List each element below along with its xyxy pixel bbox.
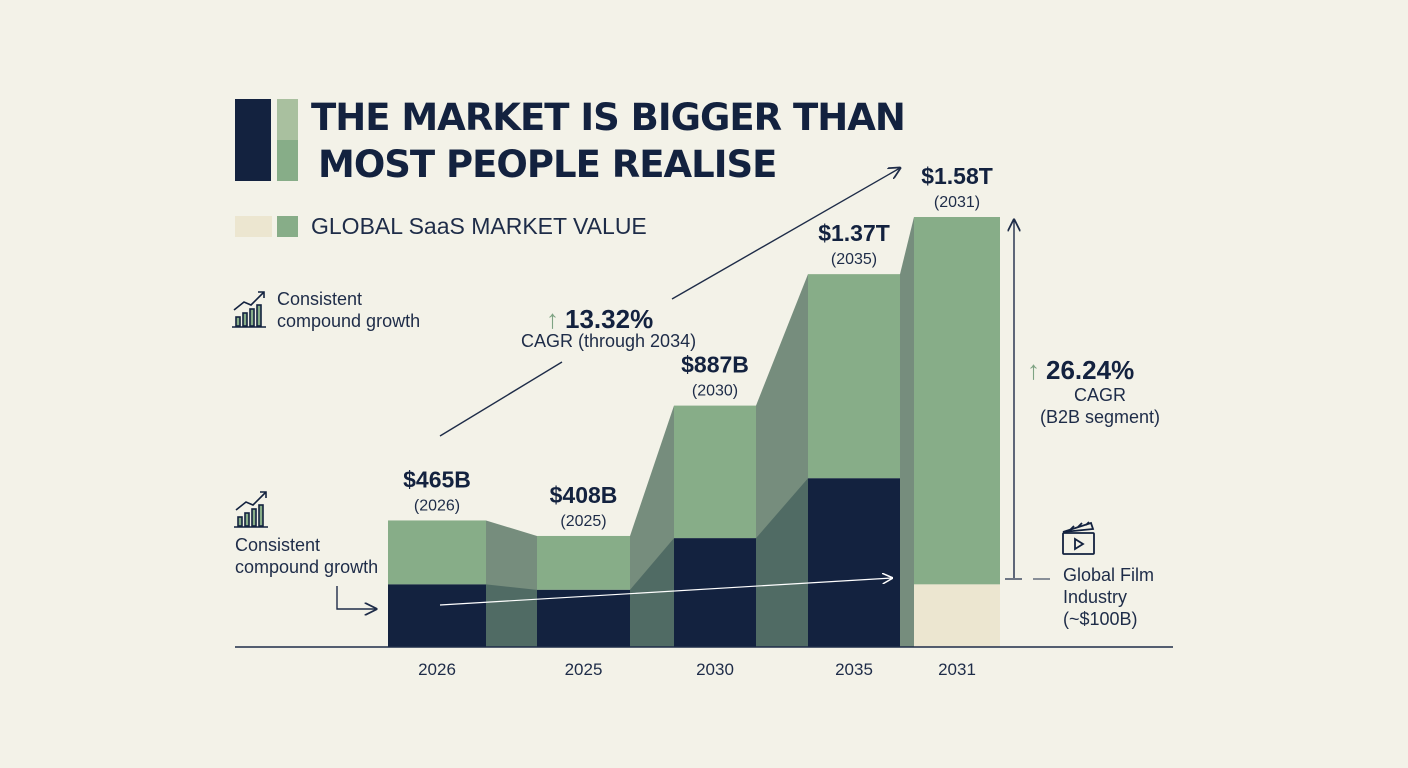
- film-line3: (~$100B): [1063, 609, 1138, 629]
- cagr-b2b-label: CAGR: [1074, 385, 1127, 405]
- growth-chart-icon: [232, 291, 266, 328]
- bar-value-label: $1.58T: [921, 163, 993, 189]
- bar-lower-2031: [914, 584, 1000, 647]
- note-top-line1: Consistent: [277, 289, 363, 309]
- cagr-b2b-value: ↑ 26.24%: [1027, 357, 1134, 383]
- title-line-1: THE MARKET IS BIGGER THAN: [311, 96, 906, 139]
- connector-upper: [900, 217, 914, 647]
- film-line1: Global Film: [1063, 565, 1155, 585]
- legend-label: GLOBAL SaaS MARKET VALUE: [311, 213, 647, 239]
- title-bar-light-bottom: [277, 140, 298, 181]
- note-top-line2: compound growth: [277, 311, 421, 331]
- legend-swatch-cream: [235, 216, 272, 237]
- bar-upper-2031: [914, 217, 1000, 585]
- cagr-main-number: 13.32%: [565, 304, 654, 334]
- bar-upper-2025: [537, 535, 630, 590]
- bar-year-label: (2025): [560, 513, 606, 530]
- bar-lower-2035: [808, 478, 900, 647]
- connector-lower: [756, 478, 808, 647]
- bar-value-label: $408B: [550, 482, 618, 508]
- cagr-b2b-segment: (B2B segment): [1040, 407, 1161, 427]
- note-bottom-line2: compound growth: [235, 557, 379, 577]
- bar-year-label: (2035): [831, 251, 877, 268]
- trend-arrow-lower: [439, 361, 563, 437]
- note-bottom-line1: Consistent: [235, 535, 321, 555]
- title-bar-light-top: [277, 99, 298, 140]
- bar-value-label: $887B: [681, 352, 749, 378]
- arrow-up-icon: ↑: [1027, 355, 1040, 385]
- x-tick-label: 2035: [835, 660, 873, 679]
- note-bottom: Consistent compound growth: [235, 534, 378, 578]
- trend-arrow-upper: [671, 168, 900, 300]
- baseline-trend-arrow: [439, 578, 892, 606]
- bar-upper-2030: [674, 405, 756, 539]
- x-tick-label: 2025: [565, 660, 603, 679]
- x-tick-label: 2030: [696, 660, 734, 679]
- arrow-up-icon: ↑: [546, 304, 559, 334]
- legend-swatch-green: [277, 216, 298, 237]
- bar-year-label: (2031): [934, 194, 980, 211]
- bar-value-label: $465B: [403, 466, 471, 492]
- bar-lower-2030: [674, 538, 756, 647]
- x-tick-label: 2026: [418, 660, 456, 679]
- bar-year-label: (2030): [692, 383, 738, 400]
- title-line-2: MOST PEOPLE REALISE: [318, 143, 777, 186]
- film-industry-note: Global Film Industry (~$100B): [1063, 564, 1154, 630]
- bar-lower-2026: [388, 584, 486, 647]
- title-bar-dark: [235, 99, 271, 181]
- cagr-main-label: CAGR (through 2034): [521, 331, 697, 351]
- x-tick-label: 2031: [938, 660, 976, 679]
- bar-value-label: $1.37T: [818, 220, 890, 246]
- elbow-arrow: [336, 586, 376, 609]
- bar-year-label: (2026): [414, 497, 460, 514]
- connector-lower: [486, 584, 537, 647]
- cagr-b2b-number: 26.24%: [1046, 355, 1135, 385]
- growth-chart-icon: [234, 491, 268, 528]
- bar-lower-2025: [537, 589, 630, 647]
- bar-upper-2026: [388, 520, 486, 585]
- film-clapper-icon: [1062, 521, 1095, 555]
- cagr-main-value: ↑ 13.32%: [546, 306, 653, 332]
- bar-upper-2035: [808, 274, 900, 479]
- film-line2: Industry: [1063, 587, 1128, 607]
- note-top: Consistent compound growth: [277, 288, 420, 332]
